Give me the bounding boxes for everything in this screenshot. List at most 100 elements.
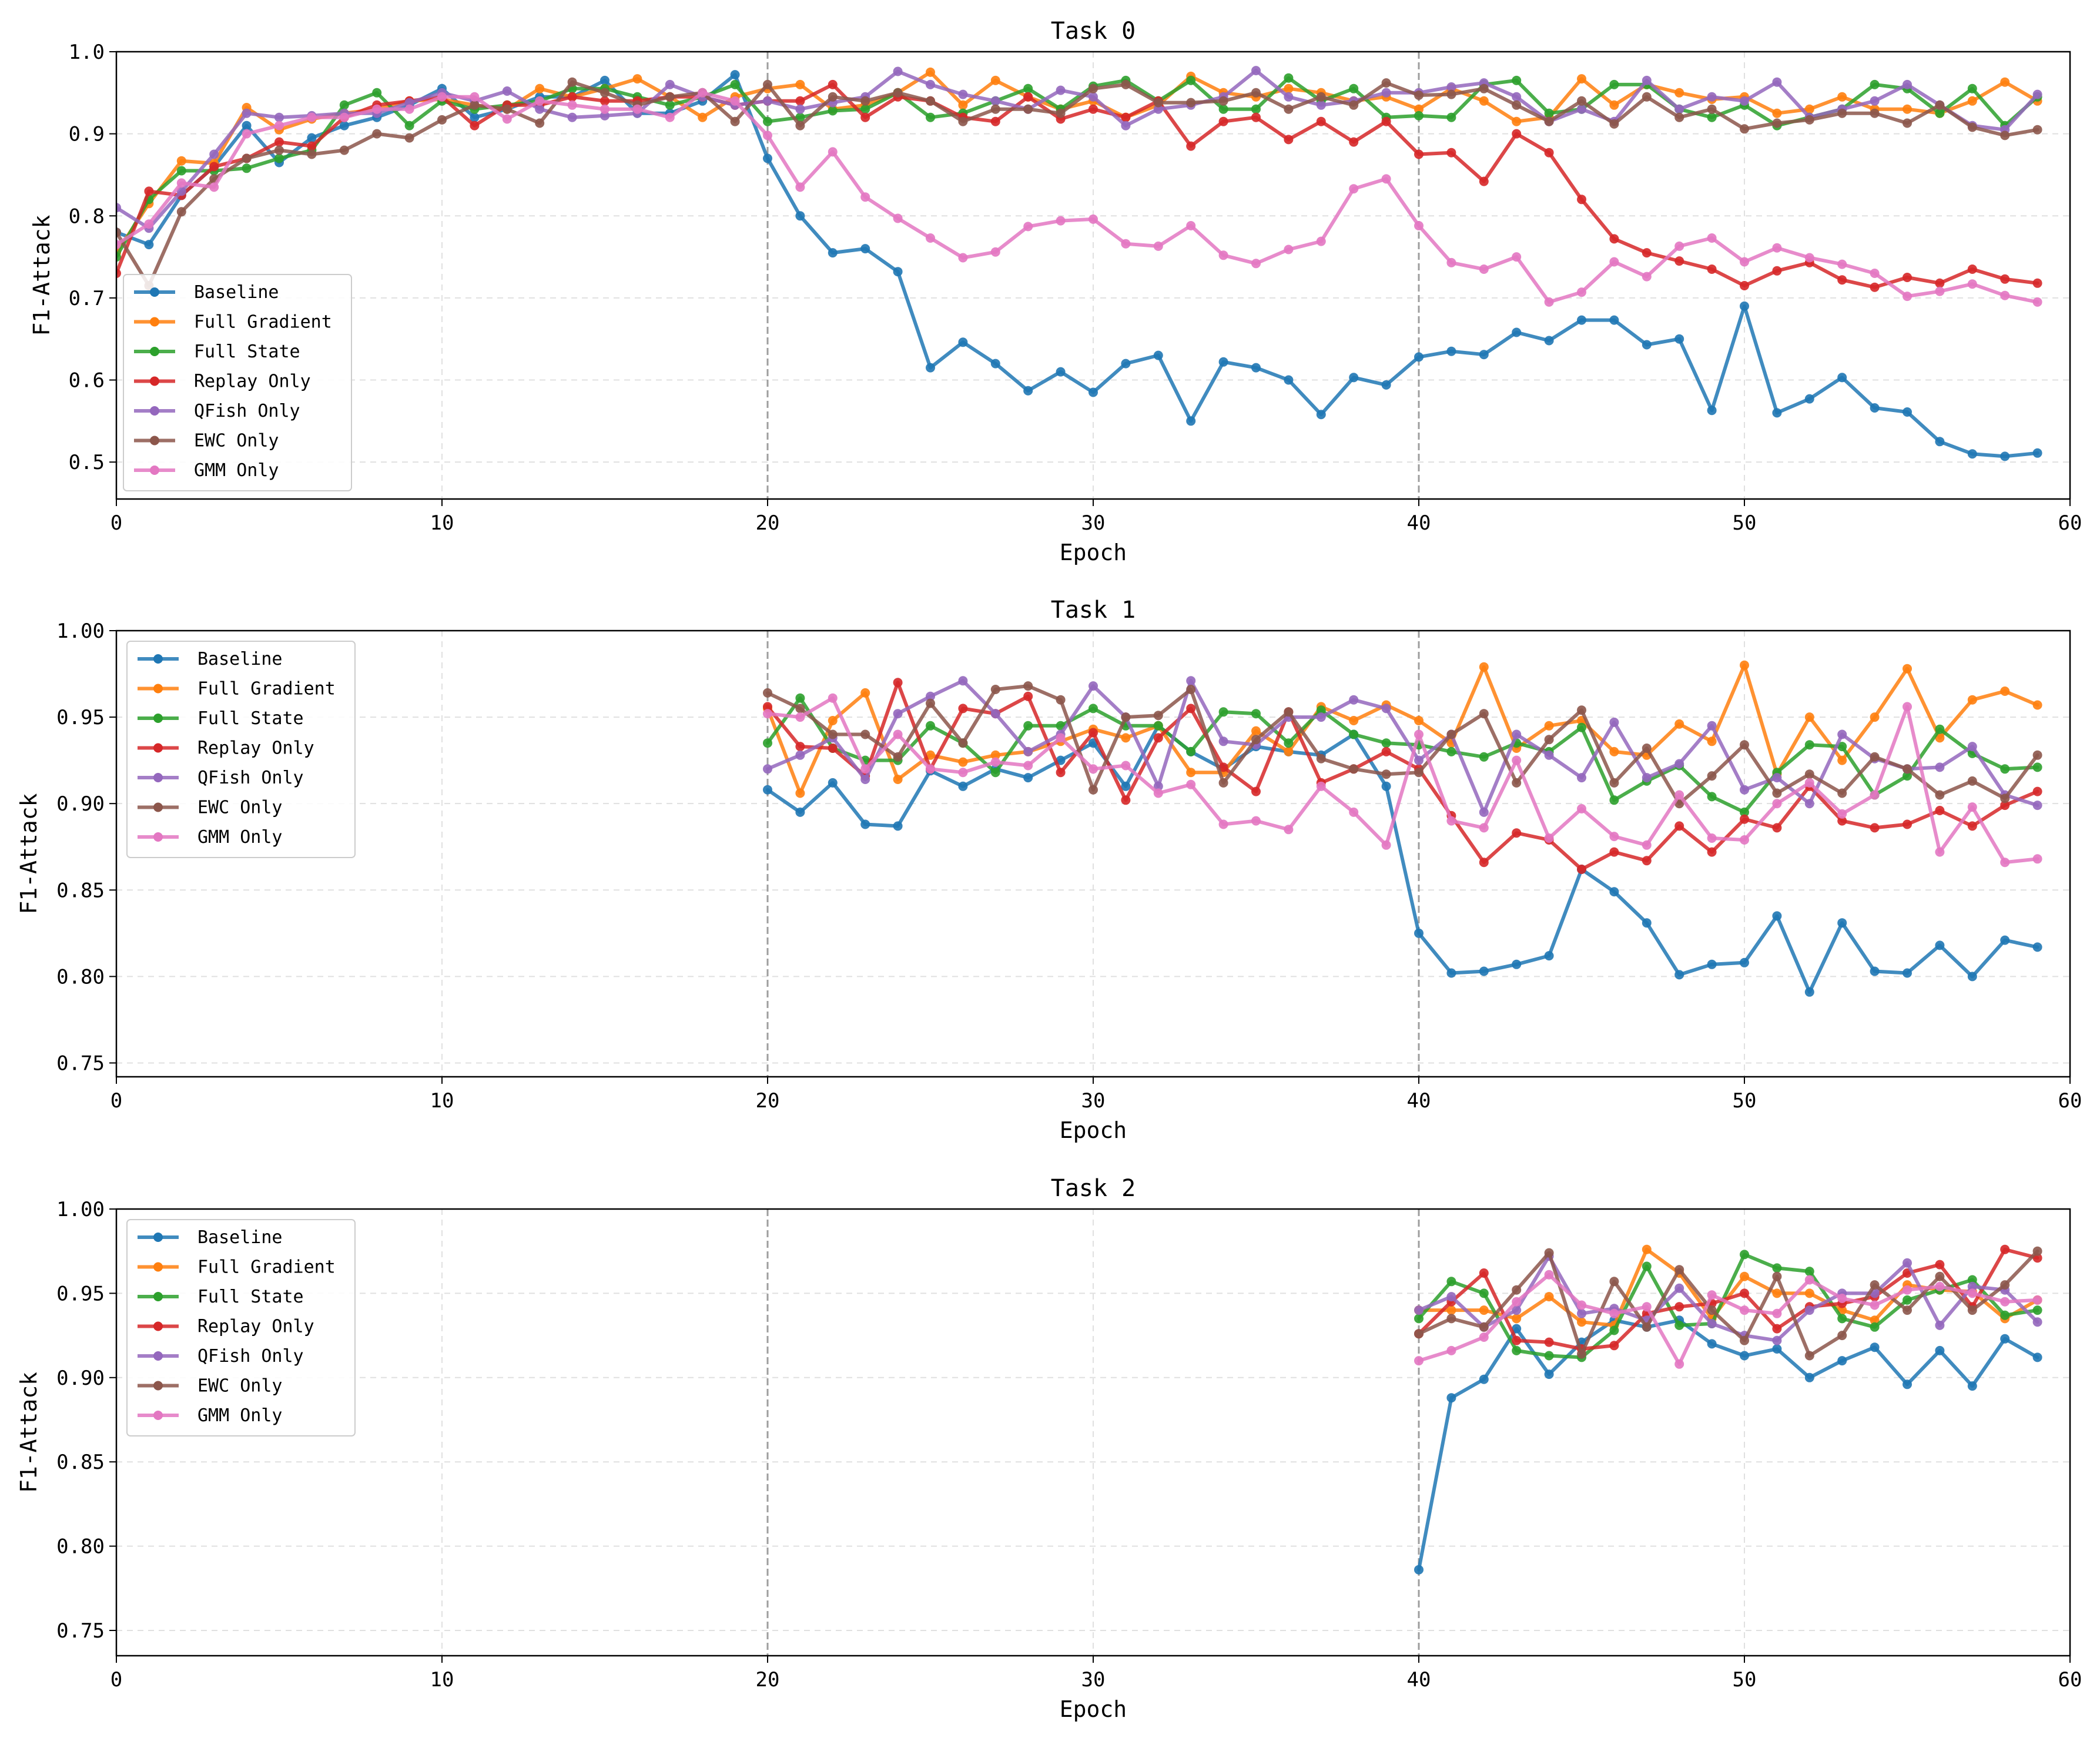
y-tick-label: 0.8 [69,205,105,228]
data-point-baseline [1381,380,1391,390]
data-point-baseline [1544,951,1554,961]
y-tick-label: 0.95 [56,706,105,729]
data-point-replay-only [1870,823,1880,833]
data-point-ewc-only [1870,752,1880,762]
data-point-qfish-only [1218,736,1228,746]
data-point-ewc-only [1935,790,1945,800]
data-point-baseline [1804,987,1814,997]
data-point-full-gradient [893,775,903,784]
legend-swatch-marker-replay-only [150,376,159,386]
data-point-full-gradient [1674,88,1684,98]
legend-swatch-marker-baseline [150,287,159,297]
data-point-ewc-only [242,153,252,163]
x-tick-label: 50 [1733,1668,1757,1692]
data-point-gmm-only [470,92,480,102]
data-point-ewc-only [1544,116,1554,126]
legend-label-baseline: Baseline [197,649,283,669]
data-point-gmm-only [1837,809,1847,819]
data-point-replay-only [1023,691,1033,701]
data-point-full-state [1251,709,1261,719]
data-point-replay-only [1903,819,1912,829]
data-point-qfish-only [176,186,186,196]
data-point-ewc-only [1870,108,1880,118]
data-point-ewc-only [1512,100,1522,110]
data-point-baseline [242,120,252,130]
data-point-baseline [795,211,805,221]
data-point-replay-only [828,79,838,89]
axes-frame [115,629,2071,1078]
data-point-baseline [1316,410,1326,420]
data-point-full-state [1609,1325,1619,1335]
data-point-gmm-only [1056,216,1066,226]
x-tick-label: 60 [2058,1089,2082,1113]
data-point-ewc-only [502,104,512,114]
data-point-gmm-only [567,100,577,110]
data-point-baseline [1446,968,1456,978]
data-point-gmm-only [2000,1297,2010,1307]
data-point-ewc-only [1903,1305,1912,1315]
legend-swatch-marker-qfish-only [153,1351,163,1361]
data-point-full-gradient [958,757,968,767]
data-point-ewc-only [600,88,609,98]
data-point-ewc-only [1251,88,1261,98]
data-point-ewc-only [1577,1349,1586,1359]
data-point-full-state [1349,83,1359,93]
series-line-qfish-only [1417,1254,2039,1342]
legend-label-replay-only: Replay Only [197,738,314,759]
x-axis-label: Epoch [1060,1696,1127,1722]
data-point-baseline [860,244,870,254]
data-point-full-state [1512,1345,1522,1355]
data-point-ewc-only [2000,793,2010,803]
y-tick-label: 0.90 [56,792,105,816]
data-point-gmm-only [437,92,447,102]
data-point-full-gradient [632,74,642,84]
data-point-full-state [1479,752,1489,762]
x-tick-label: 0 [110,1089,122,1113]
data-point-ewc-only [1023,681,1033,691]
data-point-qfish-only [1935,1320,1945,1330]
data-point-ewc-only [958,116,968,126]
data-point-gmm-only [209,182,219,192]
data-point-baseline [2032,942,2042,952]
data-point-ewc-only [339,145,349,155]
data-point-ewc-only [1056,108,1066,118]
data-point-full-state [2032,762,2042,772]
data-point-baseline [795,807,805,817]
data-point-ewc-only [1284,104,1294,114]
data-point-baseline [763,785,772,795]
data-point-ewc-only [1544,1248,1554,1258]
data-point-qfish-only [1544,750,1554,760]
data-point-replay-only [1479,1268,1489,1278]
data-point-qfish-only [1414,755,1424,765]
data-point-gmm-only [1512,1297,1522,1307]
data-point-qfish-only [1967,1281,1977,1291]
data-point-baseline [2000,451,2010,461]
data-point-full-state [763,738,772,748]
data-point-replay-only [1381,116,1391,126]
data-point-qfish-only [763,764,772,774]
x-tick-label: 60 [2058,1668,2082,1692]
data-point-ewc-only [1512,1285,1522,1295]
data-point-replay-only [1870,282,1880,292]
chart-title: Task 1 [1051,597,1136,624]
data-point-qfish-only [1707,92,1717,102]
data-point-full-gradient [1837,92,1847,102]
legend-label-qfish-only: QFish Only [197,768,304,788]
legend-label-qfish-only: QFish Only [197,1346,304,1367]
data-point-ewc-only [926,698,935,708]
data-point-full-gradient [1414,716,1424,725]
x-axis-label: Epoch [1060,540,1127,565]
legend-swatch-marker-gmm-only [153,1411,163,1420]
data-point-gmm-only [860,192,870,202]
data-point-full-state [1967,83,1977,93]
y-tick-label: 0.9 [69,123,105,146]
y-tick-label: 1.00 [56,1198,105,1221]
legend-box [126,1219,356,1436]
data-point-gmm-only [860,764,870,774]
data-point-replay-only [860,112,870,122]
legend-label-baseline: Baseline [197,1227,283,1248]
data-point-gmm-only [893,213,903,223]
data-point-full-state [1381,738,1391,748]
y-tick-label: 0.75 [56,1619,105,1643]
data-point-ewc-only [2032,125,2042,135]
